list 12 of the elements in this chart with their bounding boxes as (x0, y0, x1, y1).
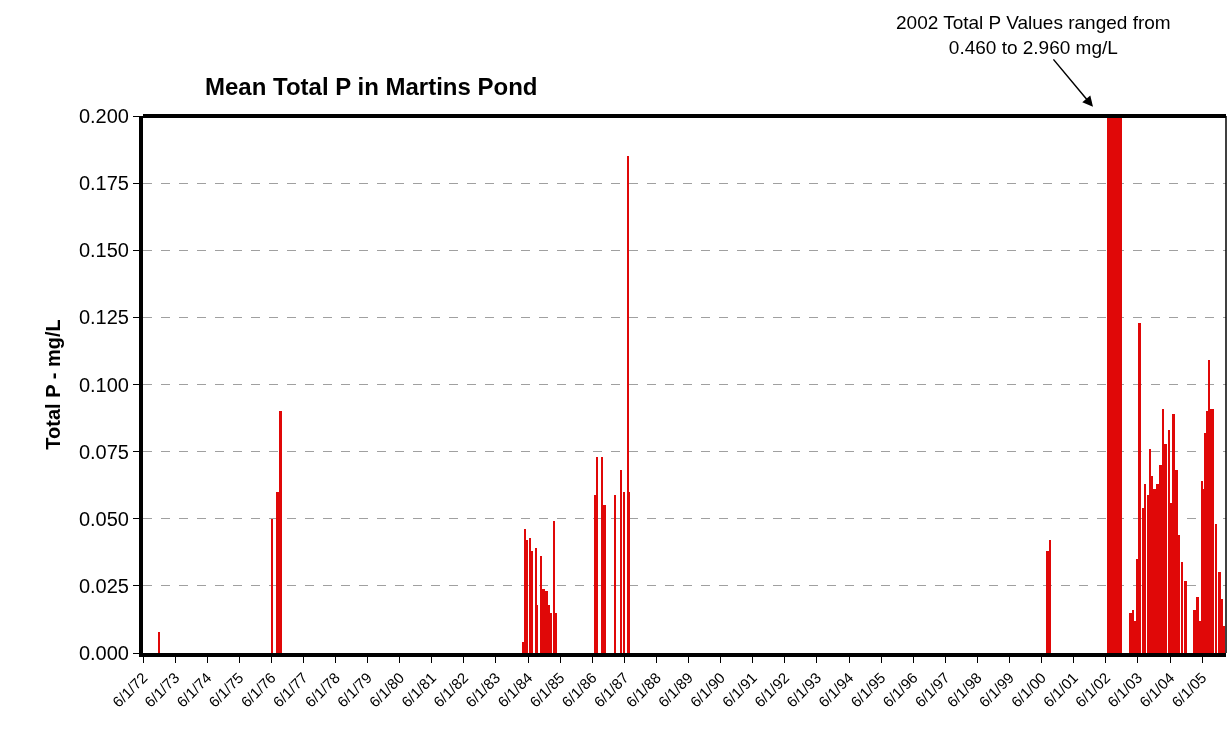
y-axis-title: Total P - mg/L (41, 319, 64, 450)
y-tick-label: 0.025 (78, 574, 129, 597)
text: 2002 Total P Values ranged from 0.460 to 2.960 mg/L (896, 12, 1171, 58)
y-tick-label: 0.075 (78, 440, 129, 463)
chart-title: Mean Total P in Martins Pond (205, 73, 538, 101)
y-tick-label: 0.100 (78, 373, 129, 396)
y-tick-label: 0.000 (78, 642, 129, 664)
y-tick-label: 0.125 (78, 306, 129, 329)
y-tick-label: 0.200 (78, 105, 129, 127)
y-tick-label: 0.050 (78, 507, 129, 530)
y-tick-label: 0.150 (78, 239, 129, 262)
y-tick-label: 0.175 (78, 172, 129, 195)
